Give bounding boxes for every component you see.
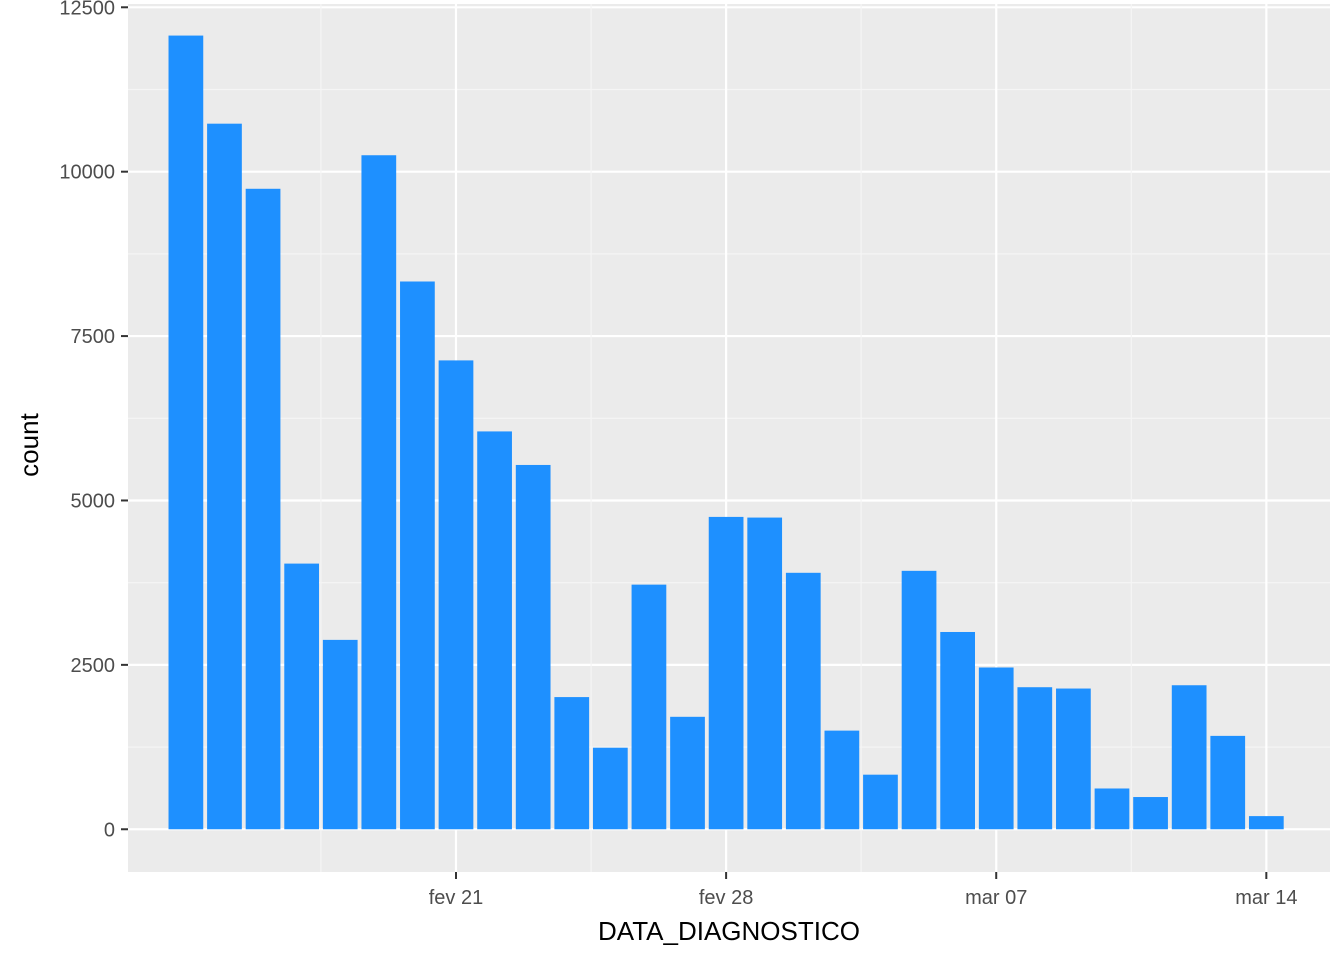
bar <box>400 281 435 830</box>
bar <box>1094 788 1130 830</box>
bar <box>1017 687 1053 830</box>
bar <box>168 35 204 830</box>
bar <box>438 360 474 830</box>
bar <box>670 716 705 830</box>
bar <box>207 123 242 830</box>
bars <box>168 35 1284 830</box>
y-tick-label: 0 <box>104 819 115 841</box>
grid-lines <box>128 4 1330 872</box>
y-tick-label: 10000 <box>59 162 115 184</box>
x-tick-label: fev 28 <box>699 887 753 909</box>
bar <box>708 516 744 830</box>
bar <box>592 747 628 830</box>
x-tick-label: mar 07 <box>965 887 1027 909</box>
x-tick-label: fev 21 <box>429 887 483 909</box>
y-tick-label: 5000 <box>71 490 116 512</box>
y-tick-label: 12500 <box>59 0 115 19</box>
bar <box>322 639 358 830</box>
bar <box>1056 688 1091 830</box>
y-tick-label: 7500 <box>71 326 116 348</box>
x-axis-title: DATA_DIAGNOSTICO <box>598 916 860 946</box>
bar <box>631 584 667 830</box>
x-axis: fev 21 fev 28 mar 07 mar 14 <box>429 872 1297 909</box>
bar <box>1133 797 1168 830</box>
bar <box>515 464 551 830</box>
bar <box>1210 735 1246 830</box>
bar <box>978 667 1014 830</box>
bar <box>1171 685 1207 830</box>
bar <box>284 563 320 830</box>
bar <box>901 570 937 830</box>
bar <box>245 188 281 830</box>
y-tick-label: 2500 <box>71 655 116 677</box>
bar <box>824 730 860 830</box>
bar <box>477 431 512 830</box>
bar <box>747 517 783 830</box>
bar <box>554 697 590 830</box>
x-tick-label: mar 14 <box>1235 887 1297 909</box>
bar <box>785 572 821 830</box>
y-axis-title: count <box>14 412 44 476</box>
bar <box>940 631 975 830</box>
bar <box>361 155 397 830</box>
bar <box>1248 816 1284 830</box>
y-axis: 0 2500 5000 7500 10000 12500 <box>59 0 128 841</box>
bar <box>863 774 898 830</box>
